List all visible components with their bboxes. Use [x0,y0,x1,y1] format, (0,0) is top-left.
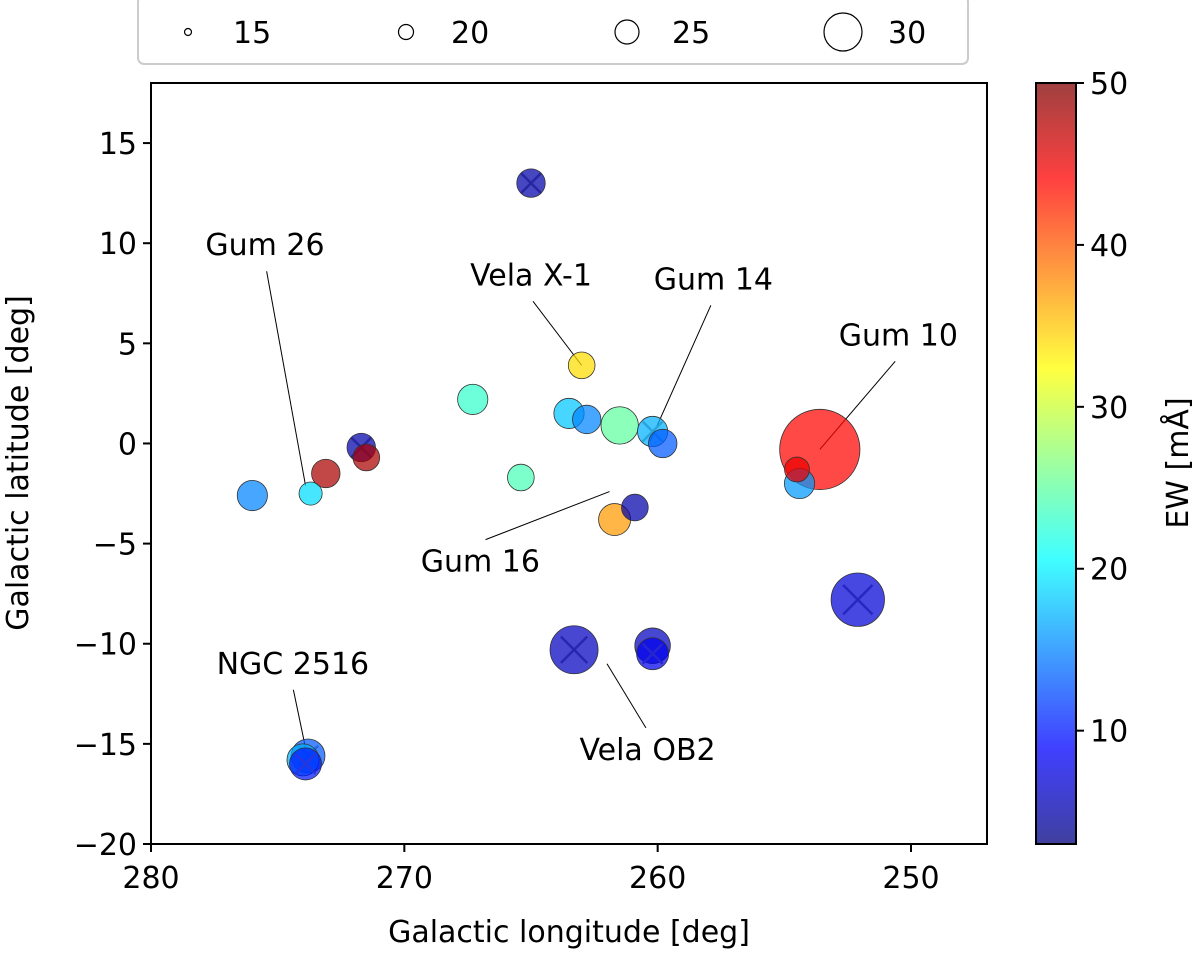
colorbar-label: EW [mÅ] [1160,397,1196,528]
annotations: Gum 26 Vela X-1 Gum 14 Gum 10 Gum 16 Vela OB2… [205,228,958,768]
annotation-label: Gum 16 [421,545,540,580]
annotation-label: Gum 14 [654,262,773,297]
data-point [549,625,599,675]
y-tick-label: 0 [118,427,137,462]
x-tick-label: 260 [629,861,686,896]
y-tick-label: −20 [74,828,137,863]
y-tick-label: −15 [74,728,137,763]
data-point [457,383,489,415]
size-legend-label: 30 [888,16,926,51]
size-legend: 15 20 25 30 [137,0,969,65]
annotation-label: Vela X-1 [470,258,592,293]
colorbar-tick-label: 50 [1090,67,1128,102]
size-legend-marker [397,23,415,41]
annotation-label: NGC 2516 [217,647,370,682]
scatter-markers [236,168,885,781]
data-point [621,493,649,522]
data-point [600,406,639,445]
annotation-label: Gum 26 [205,228,324,263]
annotation-line [485,491,610,541]
colorbar-tick-label: 20 [1090,553,1128,588]
colorbar: 10 20 30 40 50 EW [mÅ] [1035,67,1196,845]
y-tick-label: 5 [118,327,137,362]
data-point [567,351,596,380]
plot-background [151,83,987,844]
colorbar-tick-label: 30 [1090,391,1128,426]
y-tick-label: 15 [99,127,137,162]
data-point [648,428,678,459]
colorbar-ticks: 10 20 30 40 50 [1076,67,1128,750]
colorbar-tick-label: 10 [1090,715,1128,750]
data-point [507,463,535,492]
plot-area: Gum 26 Vela X-1 Gum 14 Gum 10 Gum 16 Vela OB2… [150,82,988,845]
y-tick-label: 10 [99,227,137,262]
x-tick-label: 250 [882,861,939,896]
plot-frame [150,82,988,845]
data-point [572,404,602,435]
x-axis: 280 270 260 250 [122,844,940,896]
size-legend-label: 20 [451,16,489,51]
data-point [289,747,322,781]
colorbar-gradient [1035,82,1077,845]
size-legend-label: 15 [233,16,271,51]
data-point [830,572,885,627]
size-legend-marker [614,19,640,45]
annotation-label: Gum 10 [839,318,958,353]
data-point [236,480,268,512]
x-tick-label: 270 [376,861,433,896]
data-point [311,458,341,489]
size-legend-marker [823,12,863,52]
x-axis-label: Galactic longitude [deg] [388,915,750,950]
size-legend-label: 25 [672,16,710,51]
annotation-line [606,663,647,729]
size-legend-frame [137,0,969,65]
data-point [352,443,381,472]
y-tick-label: −10 [74,628,137,663]
y-tick-label: −5 [93,528,137,563]
y-axis-label: Galactic latitude [deg] [1,295,36,631]
size-legend-marker [183,27,193,37]
annotation-line [266,271,307,486]
y-axis: −20 −15 −10 −5 0 5 10 15 [74,127,151,863]
annotation-line [292,689,307,748]
data-point [784,456,810,483]
data-point [636,637,670,671]
data-point [298,481,323,506]
data-point [516,168,546,198]
colorbar-tick-label: 40 [1090,229,1128,264]
annotation-label: Vela OB2 [579,733,715,768]
x-tick-label: 280 [122,861,179,896]
